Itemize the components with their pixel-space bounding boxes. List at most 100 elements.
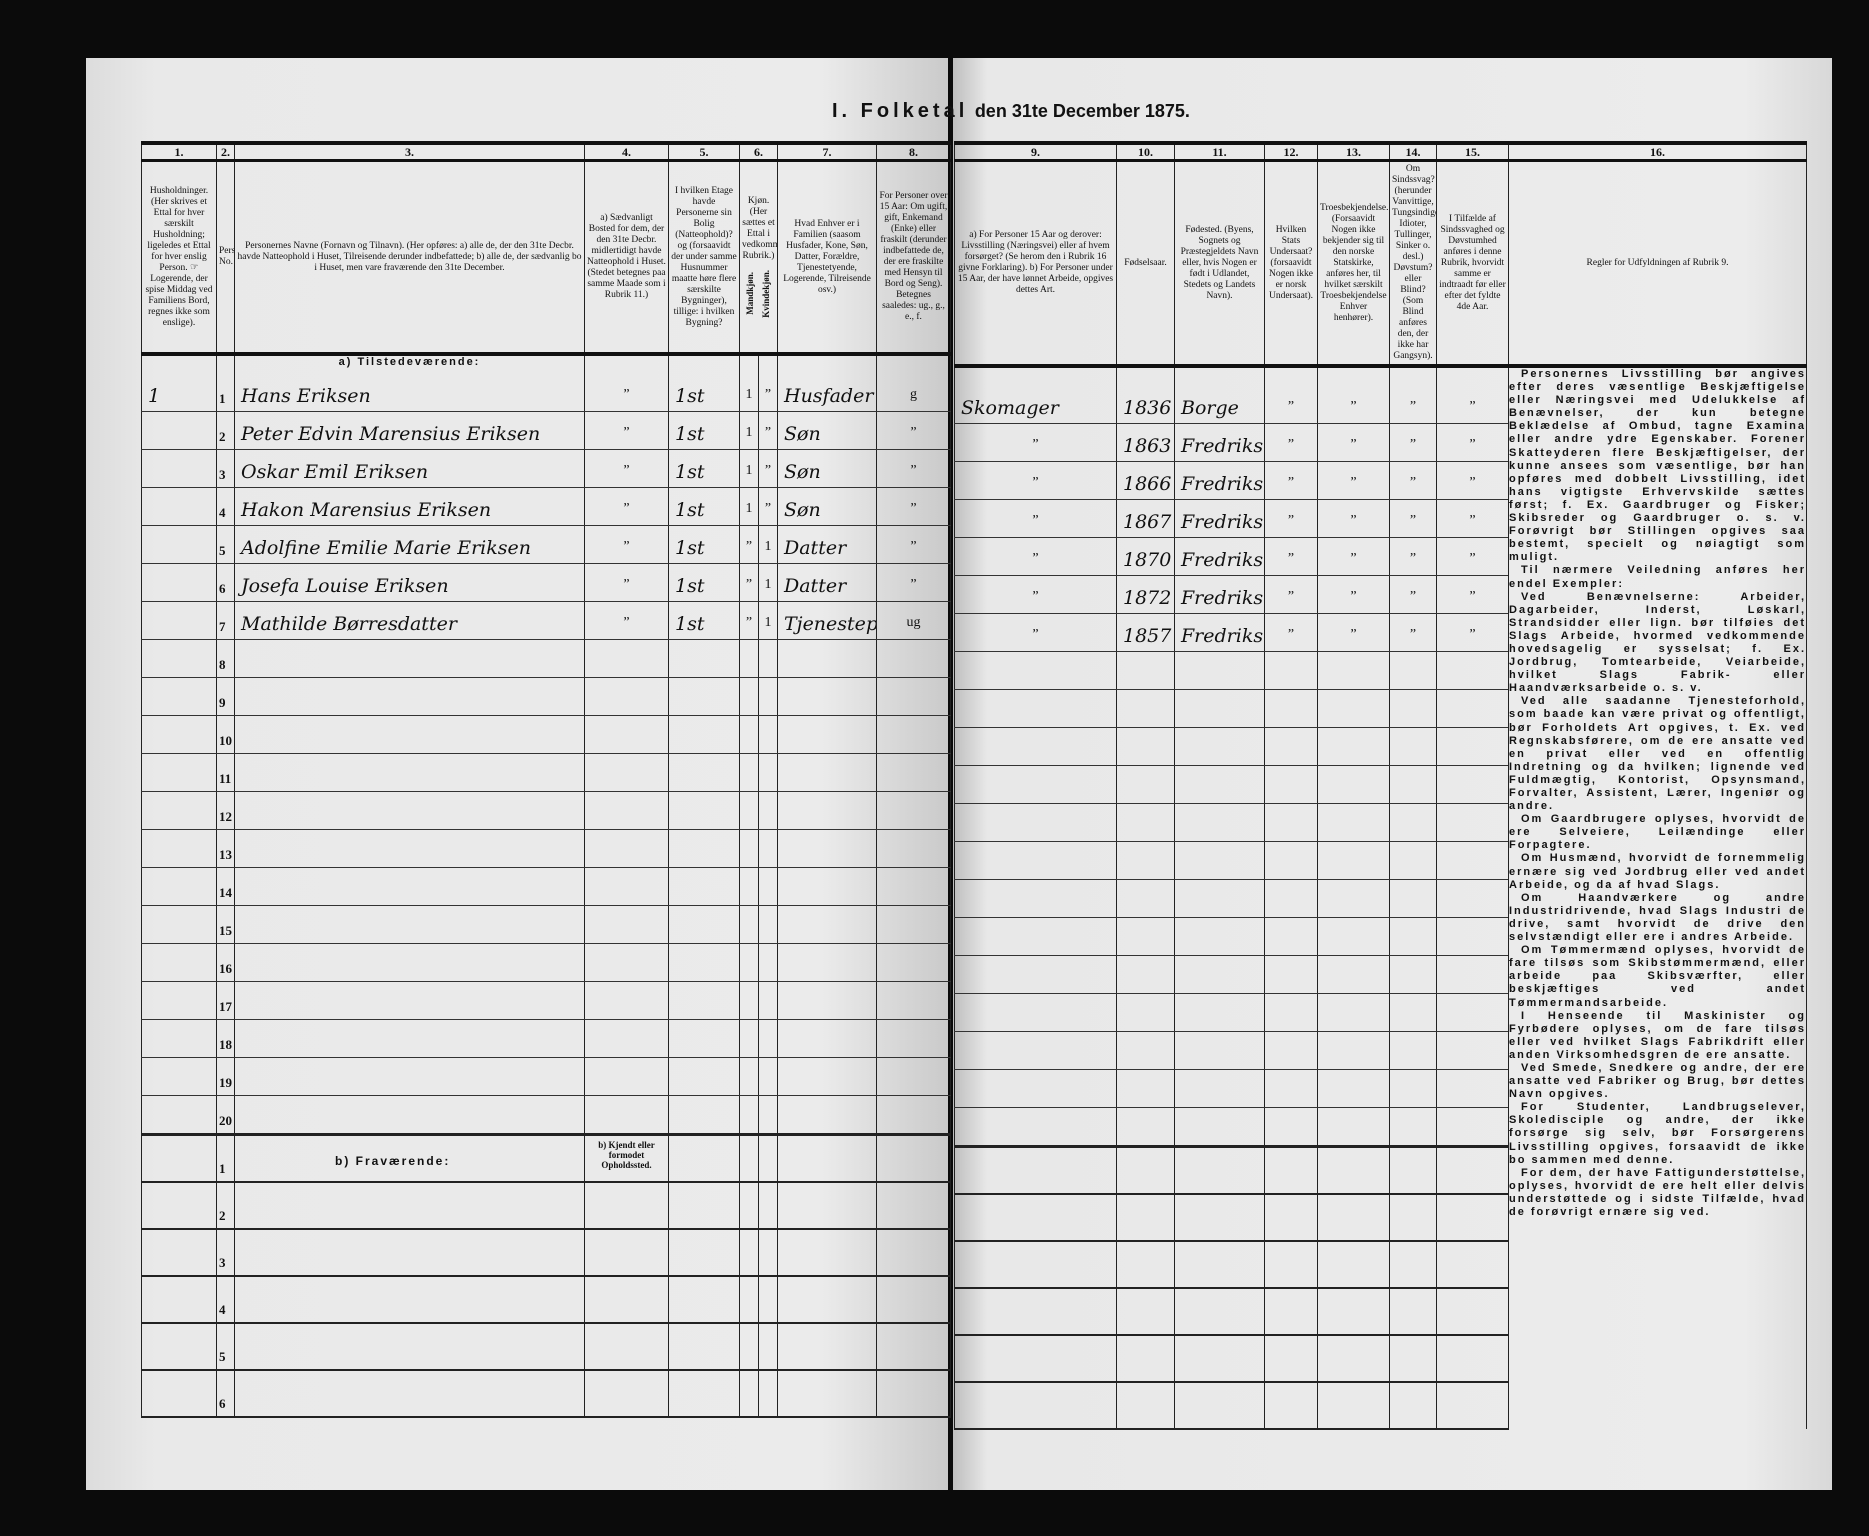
family-role-cell (777, 829, 877, 868)
table-row: 2 Peter Edvin Marensius Eriksen ” 1st 1 ” Søn ” (141, 411, 951, 450)
birth-year-cell (1116, 993, 1175, 1032)
bosted-cell (584, 981, 669, 1020)
male-cell (739, 1095, 759, 1135)
row-number-text: 18 (219, 1037, 232, 1052)
civil-status-cell-text: ug (906, 615, 921, 630)
bosted-cell: ” (584, 525, 669, 564)
occupation-cell-text: ” (1032, 627, 1039, 642)
disability-cell (1389, 765, 1437, 804)
household-cell (141, 639, 217, 678)
col-number-10-text: 10. (1138, 145, 1153, 159)
rules-paragraph: Til nærmere Veiledning anføres her endel… (1509, 564, 1806, 590)
birth-year-cell (1116, 689, 1175, 728)
female-cell-text: ” (764, 501, 772, 516)
table-row (954, 765, 1807, 804)
col-number-5-text: 5. (699, 145, 709, 159)
table-row: ” 1870 Fredrikstad ” ” ” ” (954, 537, 1807, 576)
etage-cell (668, 677, 740, 716)
occupation-cell (954, 803, 1117, 842)
table-row (954, 803, 1807, 842)
nationality-cell: ” (1264, 386, 1318, 424)
nationality-cell-text: ” (1287, 399, 1295, 414)
birth-year-cell (1116, 879, 1175, 918)
birthplace-cell: Fredrikstad (1174, 461, 1265, 500)
etage-cell-text: 1st (675, 575, 705, 597)
absent-row-number: 2 (216, 1182, 235, 1230)
onset-cell-text: ” (1469, 513, 1476, 528)
name-cell-text: Mathilde Børresdatter (241, 613, 457, 635)
family-role-cell (777, 905, 877, 944)
section-present-label: a) Tilstedeværende: (338, 356, 481, 368)
birth-year-cell (1116, 765, 1175, 804)
religion-cell: ” (1317, 613, 1390, 652)
census-table-left: 1. 2. 3. 4. 5. 6. 7. 8. Husholdninger. (Her skri… (141, 141, 951, 1418)
nationality-cell-text: ” (1287, 437, 1295, 452)
birthplace-cell-text: Fredrikstad (1181, 511, 1264, 533)
absent-row-number-text: 3 (219, 1255, 226, 1270)
col-header-15: I Tilfælde af Sindssvaghed og Døvstumhed… (1436, 160, 1509, 368)
birth-year-cell: 1836 (1116, 386, 1175, 424)
family-role-cell-text: Søn (784, 461, 821, 483)
occupation-cell: ” (954, 613, 1117, 652)
religion-cell (1317, 651, 1390, 690)
row-number-text: 1 (219, 391, 226, 406)
male-cell: ” (739, 525, 759, 564)
birth-year-cell: 1867 (1116, 499, 1175, 538)
nationality-cell (1264, 803, 1318, 842)
onset-cell (1436, 955, 1509, 994)
col-header-9-text: a) For Personer 15 Aar og derover: Livss… (957, 230, 1114, 295)
absent-row (954, 1335, 1807, 1383)
male-cell (739, 791, 759, 830)
household-cell (141, 715, 217, 754)
name-cell (234, 791, 585, 830)
name-cell-text: Adolfine Emilie Marie Eriksen (241, 537, 531, 559)
female-cell-text: ” (764, 387, 772, 402)
col-number-11: 11. (1174, 141, 1265, 162)
birthplace-cell (1174, 879, 1265, 918)
absent-row: 1 b) Fraværende: b) Kjendt eller formodet … (141, 1133, 951, 1183)
absent-row (954, 1145, 1807, 1195)
nationality-cell-text: ” (1287, 513, 1295, 528)
civil-status-cell (876, 829, 951, 868)
row-number-text: 17 (219, 999, 232, 1014)
table-row (954, 1031, 1807, 1070)
family-role-cell (777, 715, 877, 754)
row-number-text: 7 (219, 619, 226, 634)
rules-paragraph: Om Husmænd, hvorvidt de fornemmelig ernæ… (1509, 852, 1806, 891)
col-header-9: a) For Personer 15 Aar og derover: Livss… (954, 160, 1117, 368)
table-row: 1 1 Hans Eriksen ” 1st 1 ” Husfader g (141, 374, 951, 412)
nationality-cell-text: ” (1287, 627, 1295, 642)
disability-cell (1389, 1107, 1437, 1147)
name-cell (234, 867, 585, 906)
family-role-cell (777, 639, 877, 678)
col-number-5: 5. (668, 141, 740, 162)
birthplace-cell (1174, 803, 1265, 842)
family-role-cell (777, 867, 877, 906)
etage-cell (668, 639, 740, 678)
nationality-cell (1264, 955, 1318, 994)
nationality-cell (1264, 689, 1318, 728)
occupation-cell-text: ” (1032, 513, 1039, 528)
disability-cell (1389, 1069, 1437, 1108)
religion-cell: ” (1317, 386, 1390, 424)
row-number-text: 16 (219, 961, 232, 976)
table-row (954, 1069, 1807, 1108)
col-header-8-text: For Personer over 15 Aar: Om ugift, gift… (879, 191, 948, 322)
civil-status-cell: ” (876, 563, 951, 602)
household-cell (141, 449, 217, 488)
row-number: 10 (216, 715, 235, 754)
col-number-13: 13. (1317, 141, 1390, 162)
religion-cell (1317, 841, 1390, 880)
birth-year-cell (1116, 1107, 1175, 1147)
religion-cell (1317, 1107, 1390, 1147)
birth-year-cell-text: 1857 (1123, 625, 1172, 647)
col4-absent-note-text: b) Kjendt eller formodet Opholdssted. (598, 1140, 655, 1170)
female-cell (758, 867, 778, 906)
religion-cell-text: ” (1350, 437, 1357, 452)
etage-cell-text: 1st (675, 499, 705, 521)
birthplace-cell (1174, 917, 1265, 956)
household-cell (141, 525, 217, 564)
nationality-cell (1264, 841, 1318, 880)
col-header-5-text: I hvilken Etage havde Personerne sin Bol… (671, 185, 737, 328)
disability-cell (1389, 993, 1437, 1032)
